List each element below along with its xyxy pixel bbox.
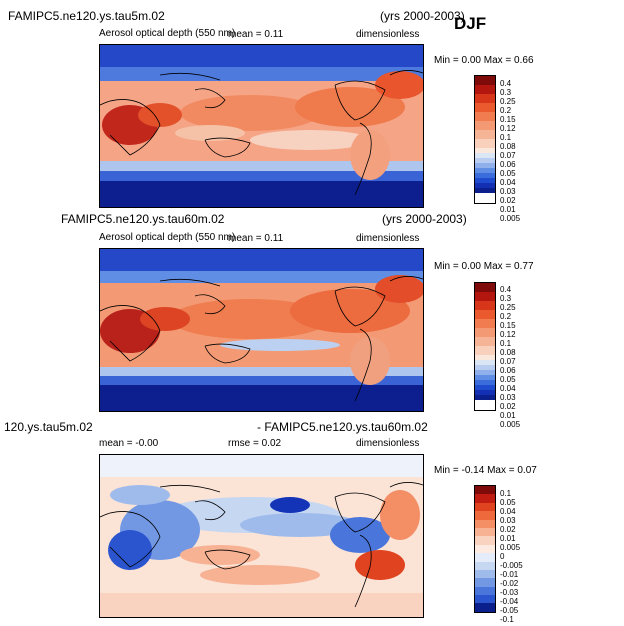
panel3-mean: mean = -0.00 [99, 438, 159, 449]
colorbar-tick-label: 0.04 [500, 507, 516, 516]
colorbar-tick-label: 0 [500, 552, 505, 561]
colorbar-tick-label: 0.4 [500, 285, 512, 294]
panel3-run-title-right: - FAMIPC5.ne120.ys.tau60m.02 [257, 420, 428, 434]
panel3-run-title-left: 120.ys.tau5m.02 [4, 420, 93, 434]
colorbar-tick-label: 0.005 [500, 420, 521, 429]
colorbar-tick-label: -0.1 [500, 615, 514, 624]
colorbar-tick-label: -0.005 [500, 561, 523, 570]
panel2-minmax: Min = 0.00 Max = 0.77 [434, 261, 534, 272]
colorbar-tick-label: 0.2 [500, 312, 512, 321]
panel2-map-graphic [100, 249, 423, 411]
colorbar-tick-label: 0.07 [500, 151, 516, 160]
colorbar-tick-label: 0.06 [500, 160, 516, 169]
colorbar-tick-label: -0.05 [500, 606, 519, 615]
colorbar-tick-label: 0.03 [500, 516, 516, 525]
colorbar-tick-label: 0.02 [500, 402, 516, 411]
colorbar-tick-label: 0.25 [500, 97, 516, 106]
colorbar-tick-label: 0.01 [500, 534, 516, 543]
colorbar-tick-label: 0.04 [500, 384, 516, 393]
colorbar-tick-label: 0.1 [500, 133, 512, 142]
colorbar-tick-label: 0.06 [500, 366, 516, 375]
colorbar-tick-label: 0.1 [500, 489, 512, 498]
panel3-units: dimensionless [356, 438, 420, 449]
panel1-years: (yrs 2000-2003) [380, 9, 465, 23]
panel1-minmax: Min = 0.00 Max = 0.66 [434, 55, 534, 66]
colorbar-tick-label: 0.3 [500, 88, 512, 97]
colorbar-tick-label: 0.3 [500, 294, 512, 303]
colorbar-tick-label: 0.03 [500, 187, 516, 196]
panel2-years: (yrs 2000-2003) [382, 212, 467, 226]
colorbar-tick-label: 0.25 [500, 303, 516, 312]
colorbar-tick-label: 0.15 [500, 115, 516, 124]
panel2-mean: mean = 0.11 [228, 233, 284, 244]
colorbar-tick-label: 0.4 [500, 79, 512, 88]
panel1-units: dimensionless [356, 29, 420, 40]
panel1-map [99, 44, 424, 208]
colorbar-tick-label: 0.08 [500, 348, 516, 357]
panel3-map [99, 454, 424, 618]
colorbar-tick-label: 0.005 [500, 214, 521, 223]
colorbar-tick-label: 0.03 [500, 393, 516, 402]
panel3-rmse: rmse = 0.02 [228, 438, 282, 449]
colorbar-tick-label: 0.1 [500, 339, 512, 348]
colorbar-tick-label: 0.01 [500, 205, 516, 214]
colorbar-tick-label: 0.05 [500, 498, 516, 507]
panel2-map [99, 248, 424, 412]
colorbar-tick-label: 0.05 [500, 375, 516, 384]
colorbar-tick-label: 0.12 [500, 124, 516, 133]
colorbar-tick-label: 0.005 [500, 543, 521, 552]
panel1-colorbar-labels: 0.4 0.3 0.25 0.2 0.15 0.12 0.1 0.08 0.07… [500, 79, 520, 223]
colorbar-tick-label: 0.2 [500, 106, 512, 115]
colorbar-tick-label: 0.02 [500, 196, 516, 205]
colorbar-tick-label: -0.02 [500, 579, 519, 588]
colorbar-tick-label: 0.01 [500, 411, 516, 420]
colorbar-tick-label: -0.01 [500, 570, 519, 579]
colorbar-tick-label: -0.03 [500, 588, 519, 597]
colorbar-tick-label: 0.05 [500, 169, 516, 178]
panel1-colorbar [474, 75, 496, 204]
panel3-map-graphic [100, 455, 423, 617]
colorbar-tick-label: 0.12 [500, 330, 516, 339]
panel2-colorbar [474, 282, 496, 411]
colorbar-tick-label: 0.15 [500, 321, 516, 330]
season-label: DJF [454, 14, 487, 33]
colorbar-tick-label: 0.02 [500, 525, 516, 534]
panel2-colorbar-labels: 0.4 0.3 0.25 0.2 0.15 0.12 0.1 0.08 0.07… [500, 285, 520, 429]
panel2-field-name: Aerosol optical depth (550 nm) [99, 232, 236, 243]
colorbar-tick-label: -0.04 [500, 597, 519, 606]
colorbar-tick-label: 0.08 [500, 142, 516, 151]
colorbar-tick-label: 0.07 [500, 357, 516, 366]
panel1-mean: mean = 0.11 [228, 29, 284, 40]
panel3-colorbar [474, 485, 496, 613]
panel3-colorbar-labels: 0.1 0.05 0.04 0.03 0.02 0.01 0.005 0 -0.… [500, 489, 523, 624]
panel3-minmax: Min = -0.14 Max = 0.07 [434, 465, 537, 476]
panel1-map-graphic [100, 45, 423, 207]
panel2-units: dimensionless [356, 233, 420, 244]
panel2-run-title: FAMIPC5.ne120.ys.tau60m.02 [61, 212, 225, 226]
panel1-run-title: FAMIPC5.ne120.ys.tau5m.02 [8, 9, 165, 23]
panel1-field-name: Aerosol optical depth (550 nm) [99, 28, 236, 39]
colorbar-tick-label: 0.04 [500, 178, 516, 187]
